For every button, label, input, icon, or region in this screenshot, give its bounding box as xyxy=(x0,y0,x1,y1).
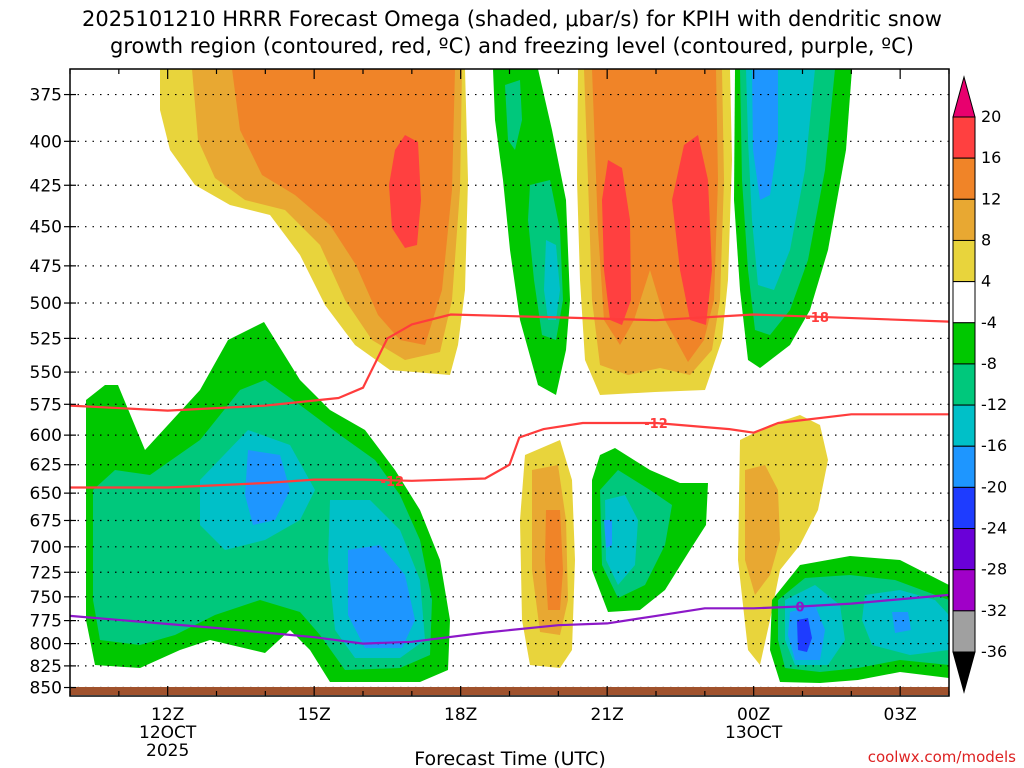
omega-region-upper-right-neg16 xyxy=(752,69,778,200)
y-tick-label: 625 xyxy=(30,456,62,476)
x-tick-label: 15Z xyxy=(298,705,331,725)
colorbar-segment xyxy=(952,281,976,324)
y-tick-label: 700 xyxy=(30,538,62,558)
colorbar-segment xyxy=(952,239,976,283)
colorbar-label: 4 xyxy=(981,272,991,291)
x-tick-year: 2025 xyxy=(146,741,189,761)
x-tick-label: 18Z xyxy=(444,705,477,725)
omega-region-lower-right-8 xyxy=(745,465,780,595)
x-tick-label: 21Z xyxy=(591,705,624,725)
colorbar-segment xyxy=(952,569,976,612)
omega-region-lower-left-neg16 xyxy=(245,450,290,525)
omega-region-lower-left-neg16b xyxy=(348,545,415,648)
omega-region-upper-left-16 xyxy=(389,135,421,248)
x-tick-label: 03Z xyxy=(884,705,917,725)
contour-label: -18 xyxy=(805,311,829,326)
contour-line xyxy=(70,593,949,645)
contour-label: -12 xyxy=(381,475,405,490)
chart-title: 2025101210 HRRR Forecast Omega (shaded, … xyxy=(0,6,1024,60)
y-tick-label: 575 xyxy=(30,395,62,415)
colorbar-label: 20 xyxy=(981,107,1001,126)
colorbar-segment xyxy=(952,363,976,406)
y-axis: 375 400 425 450 475 500 525 550 575 600 625 650 675 7… xyxy=(30,86,76,699)
colorbar-label: -16 xyxy=(981,436,1007,455)
colorbar-segment xyxy=(952,157,976,200)
colorbar-segment xyxy=(952,486,976,530)
colorbar-segment xyxy=(952,610,976,653)
colorbar-segment xyxy=(952,198,976,241)
omega-region-lower-right-neg16b xyxy=(892,612,911,633)
x-tick-date: 13OCT xyxy=(725,723,783,743)
y-tick-label: 775 xyxy=(30,612,62,632)
temperature-contours: -18 -12 -12 0 xyxy=(70,311,949,645)
colorbar-segment xyxy=(952,116,976,159)
y-tick-label: 450 xyxy=(30,218,62,238)
colorbar-segment xyxy=(952,404,976,447)
y-tick-label: 525 xyxy=(30,329,62,349)
colorbar-label: -12 xyxy=(981,395,1007,414)
y-tick-label: 750 xyxy=(30,588,62,608)
colorbar-label: -24 xyxy=(981,519,1007,538)
colorbar-label: -28 xyxy=(981,560,1007,579)
omega-region-lower-right-neg20 xyxy=(797,618,812,652)
omega-region-lower-center-12 xyxy=(545,510,563,610)
y-tick-label: 850 xyxy=(30,679,62,699)
title-line-2: growth region (contoured, red, ºC) and f… xyxy=(110,34,914,58)
x-tick-label: 00Z xyxy=(737,705,770,725)
colorbar-segment xyxy=(952,528,976,571)
colorbar-bottom-arrow xyxy=(952,651,976,694)
colorbar-label: 12 xyxy=(981,189,1001,208)
contour-line xyxy=(70,413,949,489)
x-tick-label: 12Z xyxy=(151,705,184,725)
omega-shading xyxy=(86,69,949,683)
y-tick-label: 725 xyxy=(30,563,62,583)
credit-link[interactable]: coolwx.com/models xyxy=(868,748,1016,766)
y-tick-label: 375 xyxy=(30,86,62,106)
omega-region-lower-left-neg8c xyxy=(95,580,140,640)
x-axis-label: Forecast Time (UTC) xyxy=(414,748,605,768)
contour-line xyxy=(70,313,949,412)
colorbar-segment xyxy=(952,445,976,488)
omega-region-upper-center-neg12 xyxy=(544,240,560,320)
x-tick-date: 12OCT xyxy=(139,723,197,743)
contour-label: -12 xyxy=(644,417,668,432)
colorbar-label: -20 xyxy=(981,477,1007,496)
colorbar-label: 16 xyxy=(981,148,1001,167)
omega-region-upper-center-16b xyxy=(672,135,712,325)
omega-region-lower-center-neg12 xyxy=(605,495,638,585)
y-tick-label: 400 xyxy=(30,132,62,152)
colorbar-label: -8 xyxy=(981,354,997,373)
colorbar: 20 16 12 8 4 -4 -8 -12 -16 -20 -24 -28 -32 -36 xyxy=(952,75,1007,694)
omega-region-upper-left-12 xyxy=(232,69,455,345)
omega-region-upper-center-16a xyxy=(602,160,631,325)
colorbar-label: -4 xyxy=(981,313,997,332)
y-tick-label: 475 xyxy=(30,257,62,277)
omega-region-lower-center-neg16 xyxy=(604,520,612,548)
title-line-1: 2025101210 HRRR Forecast Omega (shaded, … xyxy=(82,7,942,31)
y-tick-label: 500 xyxy=(30,294,62,314)
colorbar-segment xyxy=(952,322,976,365)
y-tick-label: 675 xyxy=(30,511,62,531)
y-tick-label: 425 xyxy=(30,176,62,196)
y-tick-label: 800 xyxy=(30,635,62,655)
y-tick-label: 600 xyxy=(30,426,62,446)
y-tick-label: 825 xyxy=(30,657,62,677)
colorbar-label: -36 xyxy=(981,642,1007,661)
contour-label: 0 xyxy=(796,600,805,615)
colorbar-label: 8 xyxy=(981,230,991,249)
y-tick-label: 650 xyxy=(30,484,62,504)
omega-region-upper-center-neg8b xyxy=(505,80,522,150)
y-tick-label: 550 xyxy=(30,363,62,383)
colorbar-top-arrow xyxy=(952,75,976,118)
colorbar-label: -32 xyxy=(981,601,1007,620)
